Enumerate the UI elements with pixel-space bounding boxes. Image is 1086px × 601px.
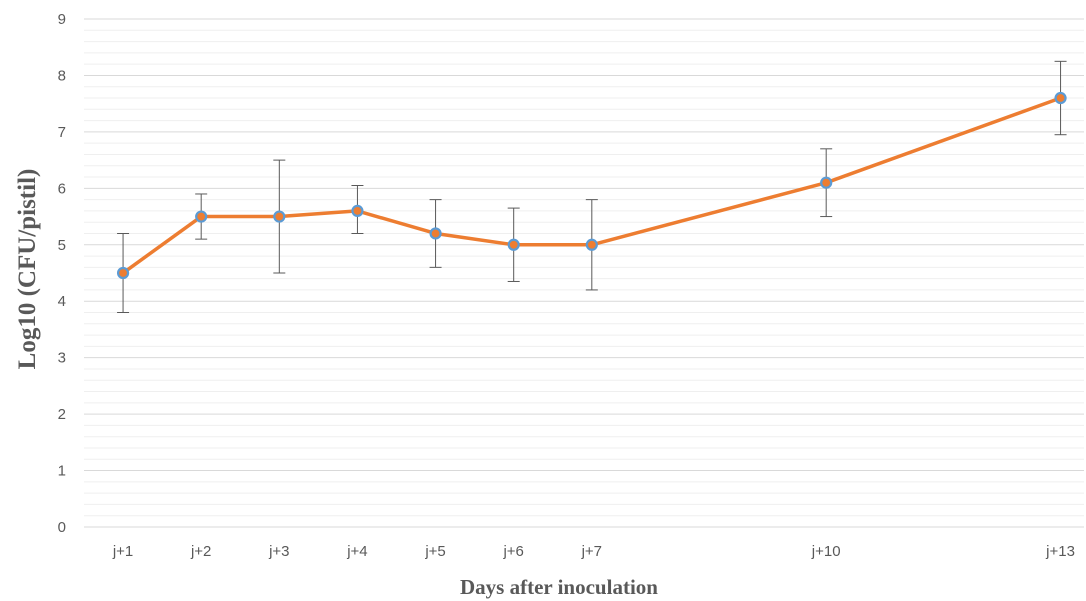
data-point (195, 210, 208, 223)
x-tick-label: j+4 (346, 543, 367, 560)
x-tick-label: j+1 (112, 543, 133, 560)
y-tick-label: 0 (58, 519, 66, 536)
y-tick-label: 1 (58, 463, 66, 480)
x-tick-label: j+5 (424, 543, 445, 560)
data-point (585, 238, 598, 251)
y-tick-label: 4 (58, 293, 66, 310)
y-axis-label: Log10 (CFU/pistil) (14, 169, 41, 370)
data-point (1054, 91, 1067, 105)
y-tick-label: 2 (58, 406, 66, 423)
data-point (116, 266, 130, 280)
y-tick-labels: 0 1 2 3 4 5 6 7 8 9 (58, 11, 66, 536)
x-tick-label: j+2 (190, 543, 211, 560)
y-tick-label: 9 (58, 11, 66, 28)
x-axis-label: Days after inoculation (460, 575, 658, 599)
y-tick-label: 5 (58, 237, 66, 254)
data-point (820, 176, 833, 189)
error-bars (117, 60, 1067, 314)
y-tick-label: 3 (58, 350, 66, 367)
x-tick-label: j+10 (811, 543, 841, 560)
data-point (351, 204, 364, 218)
x-tick-label: j+6 (502, 543, 523, 560)
x-tick-label: j+3 (268, 543, 289, 560)
y-tick-label: 6 (58, 180, 66, 197)
y-tick-label: 8 (58, 67, 66, 84)
data-points (116, 91, 1067, 280)
gridlines (84, 18, 1084, 528)
x-tick-labels: j+1 j+2 j+3 j+4 j+5 j+6 j+7 j+10 j+13 (112, 543, 1075, 560)
data-point (429, 227, 442, 240)
y-tick-label: 7 (58, 124, 66, 141)
x-tick-label: j+7 (581, 543, 602, 560)
data-point (507, 238, 520, 251)
data-point (273, 210, 286, 223)
x-tick-label: j+13 (1045, 543, 1075, 560)
